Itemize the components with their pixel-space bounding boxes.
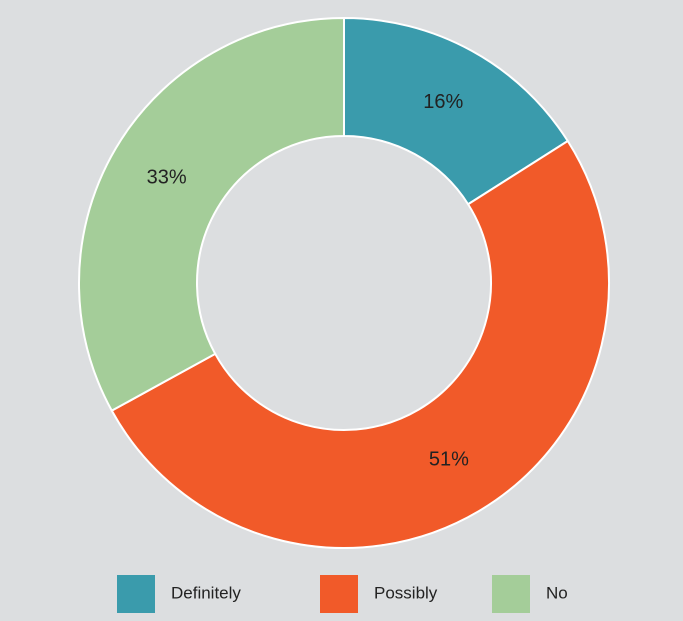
legend-label: Definitely [171, 583, 241, 602]
donut-slice [343, 16, 570, 206]
legend-label: Possibly [374, 583, 438, 602]
data-label: 33% [147, 166, 187, 188]
legend-swatch [320, 575, 358, 613]
legend-label: No [546, 583, 568, 602]
legend-swatch [117, 575, 155, 613]
donut-slice [110, 139, 610, 550]
data-label: 51% [429, 449, 469, 471]
data-label: 16% [423, 91, 463, 113]
legend-swatch [492, 575, 530, 613]
donut-slice [78, 16, 345, 413]
